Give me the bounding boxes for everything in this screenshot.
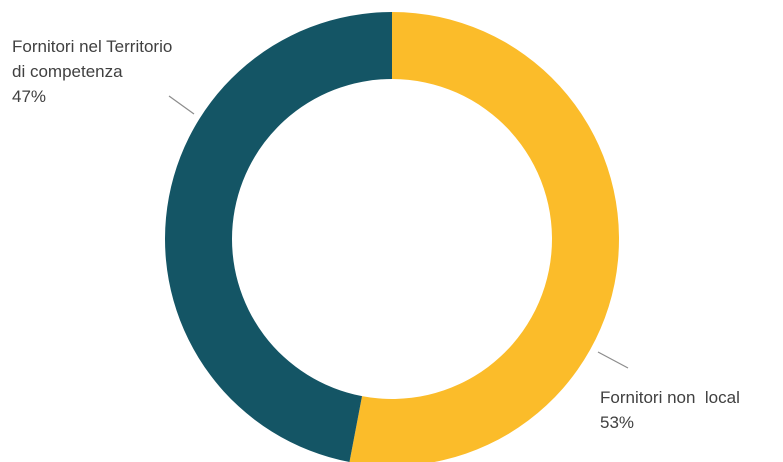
slice-category-label: di competenza <box>12 62 123 81</box>
slice-labels: Fornitori non local 53% Fornitori nel Terr… <box>12 37 740 432</box>
donut-slice-0 <box>349 12 619 462</box>
slice-label-1: Fornitori nel Territorio di competenza 47% <box>12 37 172 106</box>
slice-category-label: Fornitori non local <box>600 388 740 407</box>
leader-line-0 <box>597 351 629 369</box>
donut-slices <box>164 12 619 462</box>
slice-value-label: 53% <box>600 413 634 432</box>
slice-value-label: 47% <box>12 87 46 106</box>
slice-label-0: Fornitori non local 53% <box>600 388 740 432</box>
leader-line-1 <box>168 95 195 115</box>
slice-category-label: Fornitori nel Territorio <box>12 37 172 56</box>
donut-slice-1 <box>164 12 392 462</box>
